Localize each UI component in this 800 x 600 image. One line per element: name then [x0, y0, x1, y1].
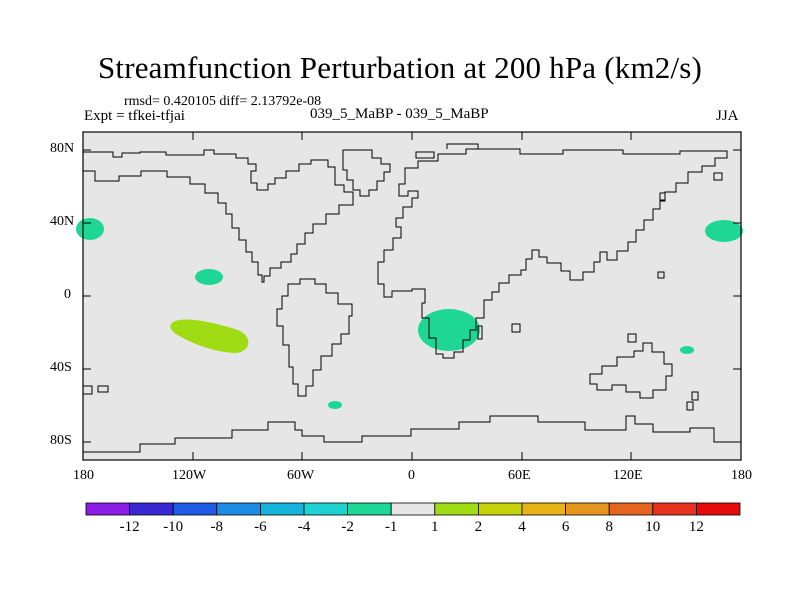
page-title: Streamfunction Perturbation at 200 hPa (… [97, 50, 703, 85]
comparison-label: 039_5_MaBP - 039_5_MaBP [310, 106, 489, 122]
coastline-north-america [83, 149, 354, 283]
colorbar-swatch [434, 502, 479, 516]
colorbar-label: -8 [210, 519, 224, 535]
coastlines [83, 143, 741, 453]
coastline-indonesia [511, 323, 637, 343]
coastline-new-zealand [686, 391, 699, 411]
contour-region-north-pacific-east [705, 220, 743, 242]
colorbar-swatch [652, 502, 697, 516]
colorbar-swatch [390, 502, 436, 516]
x-tick-label: 180 [731, 468, 752, 483]
coastline-australia [589, 342, 673, 399]
colorbar [85, 502, 741, 516]
colorbar-label: -12 [119, 519, 140, 535]
colorbar-label: 2 [474, 519, 483, 535]
coastline-north-islands [83, 385, 109, 395]
colorbar-swatch [172, 502, 218, 516]
y-tick-label: 80S [50, 433, 72, 448]
x-tick-label: 120W [172, 468, 207, 483]
y-tick-label: 0 [64, 287, 71, 302]
experiment-label: Expt = tfkei-tfjai [84, 108, 185, 124]
colorbar-swatch [565, 502, 610, 516]
colorbar-swatch [85, 502, 130, 516]
contour-region-south-pacific [170, 319, 249, 353]
colorbar-label: 1 [431, 519, 439, 535]
colorbar-label: -6 [254, 519, 267, 535]
stats-text: rmsd= 0.420105 diff= 2.13792e-08 [124, 94, 322, 109]
coastline-japan [657, 271, 665, 279]
colorbar-label: 6 [561, 519, 570, 535]
colorbar-label: 10 [645, 519, 661, 535]
x-tick-label: 180 [73, 468, 94, 483]
y-tick-label: 40S [50, 360, 72, 375]
colorbar-label: -2 [341, 519, 354, 535]
y-tick-label: 80N [50, 141, 75, 156]
colorbar-swatch [521, 502, 566, 516]
colorbar-label: -4 [297, 519, 311, 535]
x-tick-label: 120E [613, 468, 643, 483]
map-ocean [83, 132, 741, 460]
contour-region-north-pacific-west [76, 218, 104, 240]
colorbar-label: 4 [518, 519, 526, 535]
coastline-antarctica [83, 415, 741, 453]
colorbar-label: 12 [688, 519, 704, 535]
x-tick-label: 0 [408, 468, 415, 483]
coastline-south-america [276, 278, 353, 397]
colorbar-label: -1 [384, 519, 398, 535]
axis-ticks [82, 132, 742, 460]
colorbar-swatch [129, 502, 174, 516]
coastline-greenland [342, 149, 391, 197]
coastline-arctic-russia [446, 143, 479, 149]
season-label: JJA [716, 108, 739, 124]
contour-region-east-pacific [195, 269, 223, 285]
y-tick-label: 40N [50, 214, 75, 229]
colorbar-swatch [303, 502, 348, 516]
x-tick-label: 60W [287, 468, 315, 483]
coastline-eurasia-africa [377, 148, 728, 359]
colorbar-swatch [608, 502, 654, 516]
contour-region-coral-sea [680, 346, 694, 354]
contour-region-south-atlantic [328, 401, 342, 409]
colorbar-label: -10 [163, 519, 184, 535]
coastline-madagascar [477, 325, 483, 340]
colorbar-swatch [477, 502, 523, 516]
x-tick-label: 60E [508, 468, 531, 483]
coastline-alaska-tip [659, 172, 723, 201]
colorbar-swatch [216, 502, 261, 516]
colorbar-swatch [347, 502, 392, 516]
colorbar-swatch [696, 502, 741, 516]
colorbar-swatch [259, 502, 305, 516]
colorbar-label: 8 [605, 519, 613, 535]
coastline-iceland [415, 151, 435, 159]
